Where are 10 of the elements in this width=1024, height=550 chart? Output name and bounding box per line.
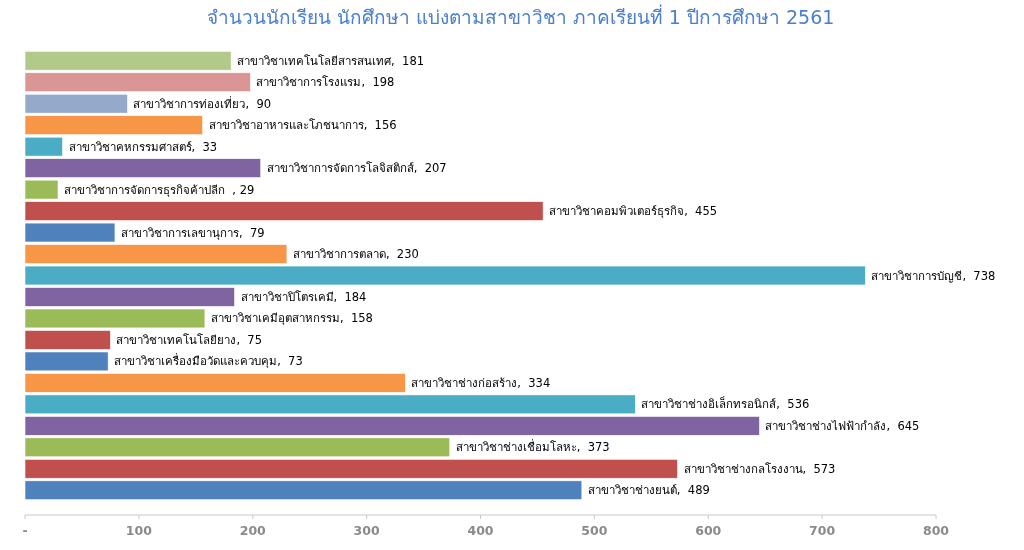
xtick: 800 xyxy=(922,523,950,538)
xtick: 100 xyxy=(125,523,152,538)
xtick: 400 xyxy=(467,523,494,538)
title: จำนวนนักเรียน นักศึกษา แบ่งตามสาขาวิชา ภาคเรียนที่ 1 ปีการศึกษา 2561 xyxy=(206,6,835,28)
xtick: 300 xyxy=(353,523,380,538)
xtick: 200 xyxy=(239,523,266,538)
xtick: 600 xyxy=(695,523,722,538)
xtick: 500 xyxy=(581,523,608,538)
xtick: 700 xyxy=(809,523,836,538)
xtick: - xyxy=(22,523,28,538)
